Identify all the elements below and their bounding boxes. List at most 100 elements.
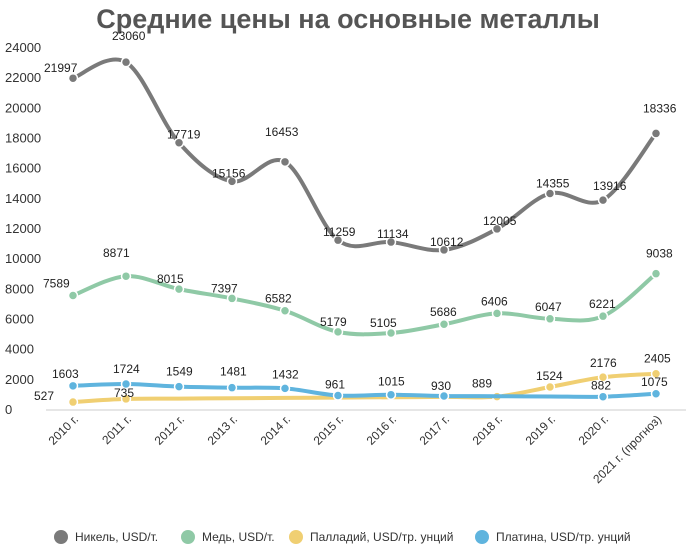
data-label: 7397 bbox=[211, 281, 238, 295]
palladium-data-point bbox=[597, 371, 609, 383]
legend-marker bbox=[289, 530, 303, 544]
copper-data-point bbox=[120, 270, 132, 282]
data-label: 1524 bbox=[536, 369, 563, 383]
data-label: 961 bbox=[325, 378, 345, 392]
legend-marker bbox=[475, 530, 489, 544]
data-label: 2405 bbox=[644, 352, 671, 366]
y-tick-label: 6000 bbox=[5, 312, 34, 327]
y-tick-label: 18000 bbox=[5, 131, 41, 146]
y-tick-label: 4000 bbox=[5, 342, 34, 357]
data-label: 7589 bbox=[43, 277, 70, 291]
platinum-data-point bbox=[279, 383, 291, 394]
copper-data-point bbox=[67, 290, 79, 301]
palladium-data-point bbox=[120, 393, 132, 405]
data-label: 17719 bbox=[167, 128, 201, 142]
nickel-data-point bbox=[67, 72, 79, 84]
data-label: 1724 bbox=[113, 362, 140, 376]
y-tick-label: 10000 bbox=[5, 251, 41, 266]
y-tick-label: 2000 bbox=[5, 372, 34, 387]
copper-data-point bbox=[650, 268, 662, 279]
data-label: 8871 bbox=[103, 246, 130, 260]
data-label: 5686 bbox=[430, 305, 457, 319]
data-label: 9038 bbox=[646, 247, 673, 261]
y-tick-label: 24000 bbox=[5, 40, 41, 55]
nickel-data-point bbox=[597, 194, 609, 206]
data-label: 527 bbox=[34, 389, 54, 403]
line-chart: 0 2000 4000 6000 8000 10000 12000 14000 16000 180… bbox=[5, 29, 686, 486]
nickel-data-point bbox=[438, 244, 450, 256]
copper-data-point bbox=[385, 327, 397, 339]
data-label: 1481 bbox=[220, 365, 247, 379]
nickel-data-point bbox=[491, 223, 503, 235]
data-label: 889 bbox=[472, 377, 492, 391]
legend-label: Медь, USD/т. bbox=[202, 530, 275, 544]
platinum-data-point bbox=[226, 382, 238, 393]
data-label: 6047 bbox=[535, 300, 562, 314]
data-label: 8015 bbox=[157, 272, 184, 286]
platinum-data-point bbox=[173, 381, 185, 392]
legend: Никель, USD/т. Медь, USD/т. Палладий, USD/… bbox=[0, 530, 696, 550]
legend-item-nickel: Никель, USD/т. bbox=[54, 530, 158, 544]
nickel-data-point bbox=[544, 188, 556, 199]
y-tick-label: 14000 bbox=[5, 191, 41, 206]
copper-data-point bbox=[491, 308, 503, 319]
nickel-data-point bbox=[279, 156, 291, 168]
data-label: 6406 bbox=[481, 294, 508, 308]
nickel-data-point bbox=[173, 137, 185, 148]
x-tick-label: 2015 г. bbox=[311, 412, 347, 448]
palladium-data-point bbox=[650, 368, 662, 379]
data-label: 930 bbox=[431, 379, 451, 393]
nickel-data-point bbox=[385, 236, 397, 248]
platinum-data-point bbox=[597, 391, 609, 402]
copper-data-point bbox=[279, 305, 291, 316]
data-label: 10612 bbox=[430, 235, 464, 249]
copper-data-point bbox=[597, 310, 609, 322]
nickel-data-point bbox=[650, 128, 662, 139]
palladium-data-point bbox=[67, 396, 79, 408]
data-label: 6582 bbox=[265, 292, 292, 306]
legend-marker bbox=[181, 530, 195, 544]
data-label: 15156 bbox=[212, 166, 246, 180]
data-label: 1432 bbox=[272, 367, 299, 381]
data-label: 882 bbox=[591, 379, 611, 393]
data-label: 11134 bbox=[377, 227, 409, 241]
data-label: 11259 bbox=[323, 225, 356, 239]
data-label: 5179 bbox=[320, 315, 347, 329]
x-tick-label: 2011 г. bbox=[99, 412, 134, 447]
legend-label: Палладий, USD/тр. унций bbox=[310, 530, 454, 544]
x-tick-label: 2016 г. bbox=[364, 412, 400, 448]
data-label: 735 bbox=[114, 386, 134, 400]
copper-data-point bbox=[544, 313, 556, 325]
data-label: 16453 bbox=[265, 125, 299, 139]
platinum-data-point bbox=[67, 380, 79, 392]
platinum-data-point bbox=[438, 390, 450, 402]
y-tick-label: 8000 bbox=[5, 281, 34, 296]
data-label: 1015 bbox=[378, 375, 405, 389]
legend-marker bbox=[54, 530, 68, 544]
data-label: 1603 bbox=[52, 367, 79, 381]
x-tick-label: 2014 г. bbox=[258, 412, 294, 448]
copper-data-point bbox=[173, 283, 185, 295]
copper-data-point bbox=[438, 318, 450, 330]
data-label: 18336 bbox=[643, 101, 677, 115]
data-label: 13916 bbox=[593, 179, 627, 193]
data-label: 6221 bbox=[589, 297, 616, 311]
y-tick-label: 16000 bbox=[5, 161, 41, 176]
data-label: 12005 bbox=[483, 214, 517, 228]
legend-item-platinum: Платина, USD/тр. унций bbox=[475, 530, 631, 544]
data-label: 1549 bbox=[166, 365, 193, 379]
data-label: 14355 bbox=[536, 176, 570, 190]
copper-data-point bbox=[226, 293, 238, 304]
x-tick-label: 2020 г. bbox=[576, 412, 612, 448]
data-label: 2176 bbox=[590, 356, 617, 370]
y-tick-label: 20000 bbox=[5, 100, 41, 115]
legend-label: Платина, USD/тр. унций bbox=[496, 530, 631, 544]
platinum-data-point bbox=[650, 388, 662, 400]
nickel-data-point bbox=[226, 176, 238, 187]
legend-item-copper: Медь, USD/т. bbox=[181, 530, 275, 544]
data-label: 23060 bbox=[112, 29, 146, 43]
platinum-data-point bbox=[332, 390, 344, 401]
y-tick-label: 12000 bbox=[5, 221, 41, 236]
x-tick-label: 2010 г. bbox=[46, 412, 82, 448]
platinum-data-point bbox=[385, 389, 397, 400]
